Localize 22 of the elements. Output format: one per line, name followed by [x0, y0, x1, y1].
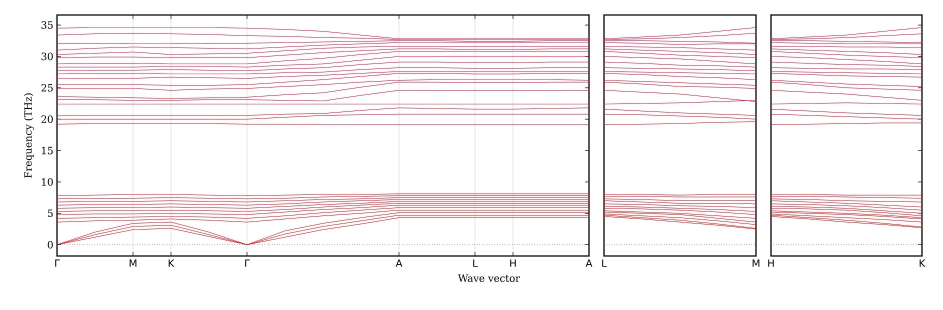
y-tick-label: 15 — [42, 146, 53, 154]
x-tick-label: K — [920, 260, 926, 267]
x-tick-label: Γ — [55, 260, 60, 267]
x-axis-title: Wave vector — [458, 274, 520, 282]
x-tick-label: A — [396, 260, 402, 267]
x-tick-label: L — [473, 260, 478, 267]
y-tick-label: 25 — [41, 84, 53, 92]
y-tick-label: 35 — [42, 21, 53, 29]
x-tick-label: A — [586, 260, 592, 267]
x-tick-label: K — [168, 260, 175, 267]
y-tick-label: 5 — [48, 210, 53, 218]
y-tick-label: 30 — [42, 52, 53, 60]
y-axis-title: Frequency (THz) — [24, 93, 34, 178]
x-tick-label: M — [130, 260, 136, 267]
x-tick-label: L — [602, 260, 607, 267]
x-tick-label: H — [768, 260, 774, 267]
y-tick-label: 0 — [48, 240, 53, 248]
x-tick-label: M — [752, 260, 760, 267]
y-tick-label: 10 — [42, 178, 53, 186]
x-tick-label: H — [510, 260, 516, 267]
x-tick-label: Γ — [245, 260, 250, 267]
y-tick-label: 20 — [41, 115, 53, 123]
